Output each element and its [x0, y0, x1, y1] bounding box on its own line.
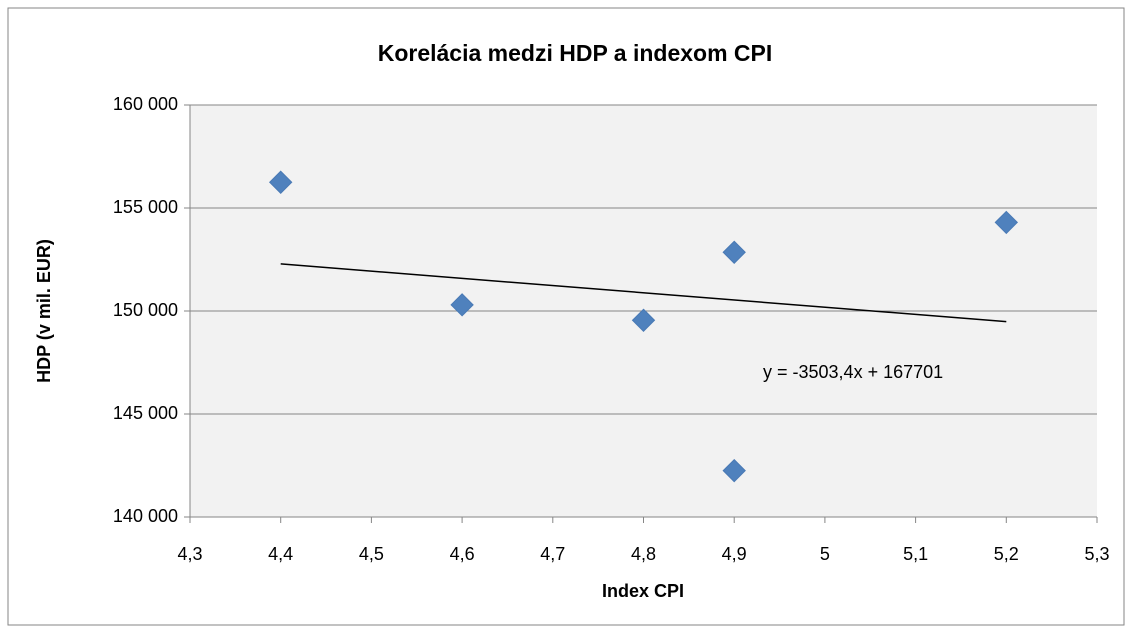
x-tick-label: 4,6: [450, 544, 475, 564]
chart-title: Korelácia medzi HDP a indexom CPI: [378, 40, 773, 66]
y-tick-label: 160 000: [113, 94, 178, 114]
x-tick-label: 5,3: [1084, 544, 1109, 564]
x-tick-label: 4,7: [540, 544, 565, 564]
x-tick-label: 4,5: [359, 544, 384, 564]
y-tick-label: 150 000: [113, 300, 178, 320]
x-tick-label: 4,3: [177, 544, 202, 564]
scatter-point: [994, 210, 1019, 235]
trendline-equation: y = -3503,4x + 167701: [763, 362, 943, 382]
trendline: [280, 263, 1007, 323]
x-tick-label: 4,9: [722, 544, 747, 564]
y-tick-label: 140 000: [113, 506, 178, 526]
scatter-point: [722, 458, 746, 483]
x-tick-label: 4,8: [631, 544, 656, 564]
x-axis-label: Index CPI: [602, 581, 684, 601]
x-tick-label: 5: [820, 544, 830, 564]
y-tick-label: 155 000: [113, 197, 178, 217]
scatter-point: [268, 170, 293, 194]
scatter-point: [722, 240, 746, 264]
scatter-point: [631, 308, 656, 332]
x-tick-label: 4,4: [268, 544, 293, 564]
x-tick-label: 5,1: [903, 544, 928, 564]
scatter-point: [450, 293, 474, 317]
y-axis-label: HDP (v mil. EUR): [34, 239, 54, 383]
x-tick-label: 5,2: [994, 544, 1019, 564]
y-tick-label: 145 000: [113, 403, 178, 423]
